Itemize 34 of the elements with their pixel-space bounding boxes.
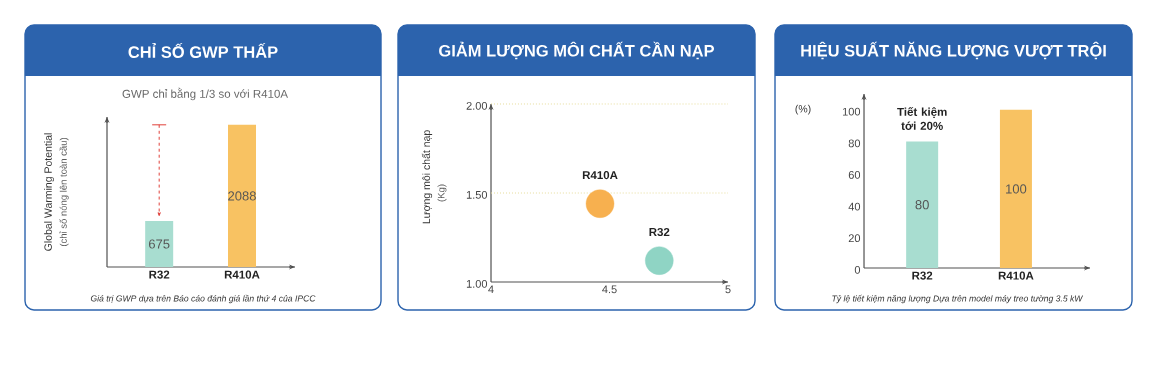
x-tick-label: R32 xyxy=(912,271,933,280)
y-tick-label: 2.00 xyxy=(466,101,488,110)
y-axis-title: (%) xyxy=(795,104,811,115)
y-tick-label: 60 xyxy=(848,171,861,179)
x-tick-label: R410A xyxy=(224,270,260,279)
y-tick-label: 1.00 xyxy=(466,279,488,288)
text: (chỉ số nóng lên toàn cầu) xyxy=(59,137,69,247)
y-axis-title: Lượng môi chất nạp xyxy=(421,130,433,224)
x-tick-label: R410A xyxy=(998,271,1034,280)
chart-title: CHỈ SỐ GWP THẤP xyxy=(128,43,278,58)
y-tick-label: 1.50 xyxy=(466,190,488,199)
data-label: 80 xyxy=(915,200,929,210)
data-label: 2088 xyxy=(228,191,256,201)
y-tick-label: 0 xyxy=(854,265,861,274)
x-tick-label: R32 xyxy=(149,270,170,279)
y-tick-label: 40 xyxy=(848,202,861,211)
x-tick-label: 5 xyxy=(725,285,731,294)
text: (Kg) xyxy=(437,184,447,202)
annotation: Tiết kiệm tới 20% xyxy=(897,106,947,130)
y-tick-label: 80 xyxy=(848,139,861,148)
chart-subtitle: GWP chỉ bằng 1/3 so với R410A xyxy=(122,87,288,101)
series-label: R32 xyxy=(649,227,670,237)
x-tick-label: 4.5 xyxy=(602,285,617,294)
y-tick-label: 100 xyxy=(842,107,861,116)
data-label: 100 xyxy=(1006,184,1027,194)
data-label: 675 xyxy=(148,239,170,249)
text: Tỷ lệ tiết kiệm năng lượng Dựa trên model máy treo tường 3.5 kW xyxy=(832,294,1084,304)
chart-title: HIỆU SUẤT NĂNG LƯỢNG VƯỢT TRỘI xyxy=(801,41,1106,60)
text: Giá trị GWP dựa trên Báo cáo đánh giá lần thứ 4 của IPCC xyxy=(90,294,316,304)
y-axis-title: Global Warming Potential xyxy=(44,133,54,251)
series-label: R410A xyxy=(582,171,618,180)
chart-title: GIẢM LƯỢNG MÔI CHẤT CẦN NẠP xyxy=(439,41,715,60)
y-tick-label: 20 xyxy=(848,234,861,243)
x-tick-label: 4 xyxy=(488,285,494,294)
